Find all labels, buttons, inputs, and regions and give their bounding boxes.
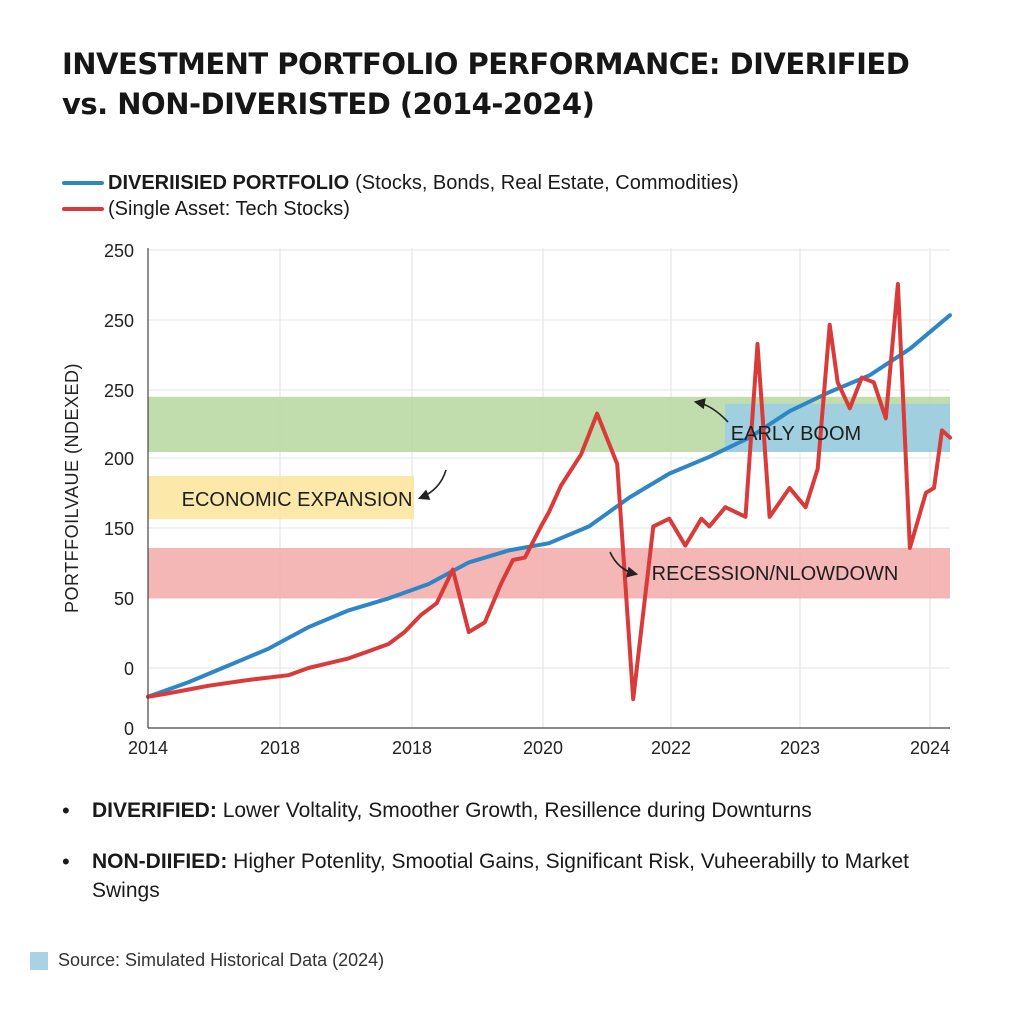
x-tick-label: 2018 bbox=[392, 738, 432, 758]
x-tick-label: 2014 bbox=[128, 738, 168, 758]
y-axis-title: PORTFFOILVAUE (NDEXED) bbox=[62, 363, 82, 613]
x-tick-label: 2023 bbox=[780, 738, 820, 758]
arrow-icon bbox=[609, 551, 639, 578]
x-tick-label: 2024 bbox=[910, 738, 950, 758]
legend-detail: (Single Asset: Tech Stocks) bbox=[108, 197, 350, 220]
bullet-dot-icon: • bbox=[62, 849, 70, 874]
x-tick-label: 2020 bbox=[523, 738, 563, 758]
y-tick-label: 250 bbox=[104, 311, 134, 331]
arrow-icon bbox=[417, 469, 447, 500]
bullet-label: NON-DIIFIED: bbox=[92, 850, 228, 873]
source-note: Source: Simulated Historical Data (2024) bbox=[30, 950, 384, 971]
x-tick-label: 2018 bbox=[260, 738, 300, 758]
y-tick-label: 0 bbox=[124, 659, 134, 679]
band-label: EARLY BOOM bbox=[731, 423, 861, 445]
band-2 bbox=[148, 548, 950, 599]
legend-name: DIVERIISIED PORTFOLIO bbox=[108, 171, 350, 194]
bullet-label: DIVERIFIED: bbox=[92, 799, 217, 822]
arrow-icon bbox=[693, 398, 729, 423]
band-label: ECONOMIC EXPANSION bbox=[182, 489, 413, 511]
bullet-text: Higher Potenlity, Smootial Gains, Signif… bbox=[92, 850, 909, 902]
x-tick-label: 2022 bbox=[651, 738, 691, 758]
y-tick-label: 200 bbox=[104, 449, 134, 469]
band-1 bbox=[148, 476, 414, 520]
legend-detail: (Stocks, Bonds, Real Estate, Commodities… bbox=[355, 171, 739, 194]
bullet-item: • DIVERIFIED: Lower Voltality, Smoother … bbox=[62, 796, 982, 825]
bullet-dot-icon: • bbox=[62, 798, 70, 823]
chart-title: INVESTMENT PORTFOLIO PERFORMANCE: DIVERI… bbox=[62, 47, 910, 121]
y-tick-label: 0 bbox=[124, 719, 134, 739]
legend-item-diversified: DIVERIISIED PORTFOLIO (Stocks, Bonds, Re… bbox=[62, 170, 739, 196]
source-text: Source: Simulated Historical Data (2024) bbox=[58, 950, 385, 970]
source-swatch-icon bbox=[30, 951, 48, 970]
bullet-text: Lower Voltality, Smoother Growth, Resill… bbox=[222, 799, 812, 822]
legend: DIVERIISIED PORTFOLIO (Stocks, Bonds, Re… bbox=[62, 170, 739, 222]
y-tick-label: 250 bbox=[104, 241, 134, 261]
bullet-item: • NON-DIIFIED: Higher Potenlity, Smootia… bbox=[62, 847, 982, 905]
legend-swatch-single-asset bbox=[62, 207, 104, 211]
legend-item-single-asset: (Single Asset: Tech Stocks) bbox=[62, 196, 739, 222]
y-tick-label: 250 bbox=[104, 381, 134, 401]
y-tick-label: 150 bbox=[104, 519, 134, 539]
series-line-0 bbox=[146, 313, 952, 699]
legend-swatch-diversified bbox=[62, 181, 104, 185]
band-label: RECESSION/NLOWDOWN bbox=[652, 563, 899, 585]
y-tick-label: 50 bbox=[114, 589, 134, 609]
series-line-1 bbox=[146, 282, 952, 702]
bullet-list: • DIVERIFIED: Lower Voltality, Smoother … bbox=[62, 796, 982, 927]
